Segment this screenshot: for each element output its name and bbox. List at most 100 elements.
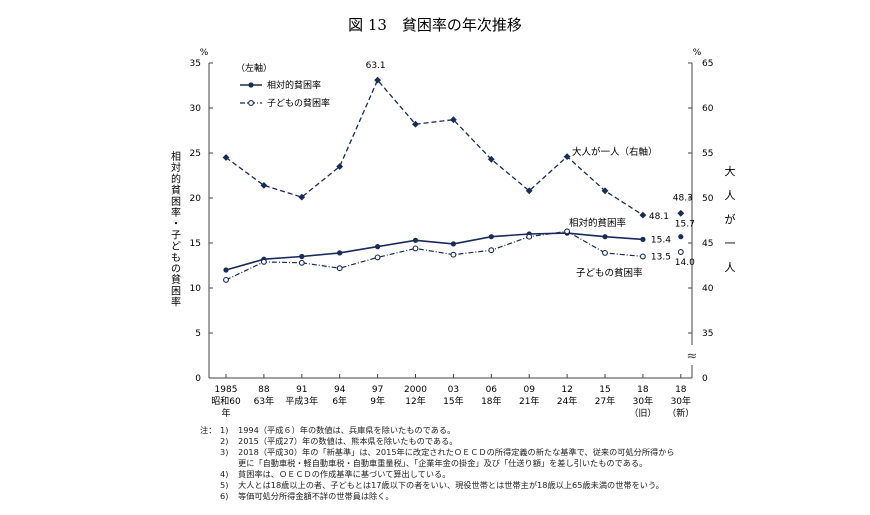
footnote-num — [220, 458, 238, 469]
footnote-lead — [200, 480, 220, 491]
right-tick-label: 65 — [702, 59, 713, 69]
point-relative-poverty — [412, 237, 419, 243]
footnote-text: 2018（平成30）年の「新基準」は、2015年に改定されたＯＥＣＤの所得定義の… — [238, 447, 675, 457]
footnote-text: 等価可処分所得金額不詳の世帯員は除く。 — [238, 491, 394, 501]
right-tick-label: 45 — [702, 239, 713, 249]
x-label-year: 1985 — [215, 385, 238, 395]
point-single-adult — [298, 193, 306, 201]
point-single-adult — [260, 182, 268, 189]
right-tick-label: 50 — [702, 194, 714, 204]
series-label: 子どもの貧困率 — [576, 267, 643, 279]
legend-marker-child — [248, 100, 254, 106]
left-tick-label: 5 — [195, 329, 201, 339]
point-relative-poverty — [299, 253, 305, 260]
footnote-num: 4) — [220, 469, 229, 479]
point-single-adult — [563, 153, 571, 160]
right-tick-label: 60 — [702, 104, 714, 114]
right-tick-label: 40 — [702, 284, 714, 294]
series-layer: 15.4 15.7 相対的貧困率 13.5 14.0 子どもの貧困率 63.1 48.1 48.… — [222, 61, 695, 283]
x-label-era: 27年 — [595, 395, 615, 407]
point-child-poverty — [564, 228, 571, 235]
left-tick-label: 35 — [190, 59, 201, 69]
point-single-adult — [450, 116, 457, 124]
point-child-poverty — [298, 259, 305, 266]
series-label: 大人が一人（右軸） — [572, 146, 658, 158]
data-label: 15.7 — [675, 220, 695, 230]
x-label-era: 平成3年 — [285, 395, 318, 407]
x-label-note: （新） — [667, 407, 694, 419]
point-relative-poverty — [375, 244, 381, 250]
footnote: 6) 等価可処分所得金額不詳の世帯員は除く。 — [200, 491, 840, 502]
point-single-adult — [222, 154, 230, 161]
x-label-era: 12年 — [405, 395, 425, 407]
left-axis-unit: % — [200, 48, 209, 58]
footnote-text: 更に「自動車税・軽自動車税・自動車重量税」、「企業年金の掛金」及び「仕送り額」を… — [238, 458, 648, 468]
footnote-lead — [200, 436, 220, 447]
footnote-num: 6) — [220, 491, 229, 501]
left-tick-label: 0 — [195, 374, 201, 384]
series-line-2 — [225, 78, 644, 216]
x-label-year: 94 — [334, 385, 346, 395]
point-single-adult — [677, 209, 685, 217]
x-label-note: 年 — [221, 407, 230, 419]
left-tick-label: 25 — [190, 149, 201, 159]
right-tick-label: 0 — [702, 374, 708, 384]
x-label-year: 91 — [296, 385, 307, 395]
point-child-poverty — [526, 233, 533, 240]
series-line-0 — [225, 232, 643, 271]
point-single-adult — [601, 187, 609, 195]
data-label: 48.1 — [649, 212, 669, 222]
left-axis-label: 相対的貧困率・子どもの貧困率 — [171, 150, 181, 309]
point-relative-poverty — [223, 267, 229, 273]
footnote-num: 3) — [220, 447, 229, 457]
chart-title: 図 13 貧困率の年次推移 — [348, 16, 522, 34]
legend-label-relative: 相対的貧困率 — [267, 79, 321, 91]
footnote: 5) 大人とは18歳以上の者、子どもとは17歳以下の者をいい、現役世帯とは世帯主が… — [200, 480, 840, 491]
footnote: 注： 1) 1994（平成６）年の数値は、兵庫県を除いたものである。 — [200, 425, 840, 436]
right-tick-label: 35 — [702, 329, 713, 339]
footnote-lead: 注： — [200, 425, 217, 435]
axes: ≈% % 0 5 10 15 20 25 30 35 0 35 40 45 50 55 60 65 — [190, 48, 714, 384]
series-line-1 — [225, 230, 643, 281]
footnote-lead — [200, 491, 220, 502]
point-relative-poverty — [450, 241, 456, 247]
x-label-year: 12 — [561, 385, 572, 395]
x-label-era: 9年 — [370, 395, 385, 407]
x-label-year: 15 — [599, 385, 610, 395]
footnote: 2) 2015（平成27）年の数値は、熊本県を除いたものである。 — [200, 436, 840, 447]
footnote: 更に「自動車税・軽自動車税・自動車重量税」、「企業年金の掛金」及び「仕送り額」を… — [200, 458, 840, 469]
legend-marker-relative — [248, 82, 254, 88]
left-tick-label: 20 — [190, 194, 202, 204]
point-child-poverty — [488, 247, 495, 254]
x-label-era: 15年 — [443, 395, 463, 407]
x-label-era: 63年 — [254, 395, 274, 407]
footnote: 3) 2018（平成30）年の「新基準」は、2015年に改定されたＯＥＣＤの所得定… — [200, 447, 840, 458]
right-tick-label: 55 — [702, 149, 713, 159]
x-label-era: 30年 — [671, 395, 691, 407]
x-label-year: 03 — [448, 385, 459, 395]
point-child-poverty — [260, 258, 267, 265]
point-single-adult — [412, 120, 419, 128]
point-child-poverty — [602, 249, 608, 256]
x-label-era: 18年 — [481, 395, 501, 407]
poverty-rate-chart: 図 13 貧困率の年次推移 ≈% % 0 5 10 15 20 25 30 35 0 35 40 45 50… — [171, 16, 736, 419]
x-label-era: 21年 — [519, 395, 539, 407]
point-single-adult — [525, 187, 533, 195]
legend-label-child: 子どもの貧困率 — [267, 97, 330, 109]
footnote-text: 1994（平成６）年の数値は、兵庫県を除いたものである。 — [238, 425, 456, 435]
data-label: 14.0 — [675, 258, 695, 268]
footnote: 4) 貧困率は、ＯＥＣＤの作成基準に基づいて算出している。 — [200, 469, 840, 480]
x-label-era: 24年 — [557, 395, 577, 407]
series-label: 相対的貧困率 — [569, 217, 627, 229]
point-child-poverty — [336, 265, 343, 272]
point-single-adult — [374, 76, 381, 84]
left-tick-label: 30 — [190, 104, 202, 114]
x-label-note: （旧） — [629, 408, 656, 419]
x-label-year: 88 — [258, 385, 270, 395]
data-label: 48.3 — [673, 193, 693, 203]
x-label-era: 30年 — [633, 395, 653, 407]
left-tick-label: 15 — [190, 239, 201, 249]
point-relative-poverty — [678, 234, 684, 240]
footnote-num: 5) — [220, 480, 229, 490]
x-label-year: 18 — [637, 385, 649, 395]
